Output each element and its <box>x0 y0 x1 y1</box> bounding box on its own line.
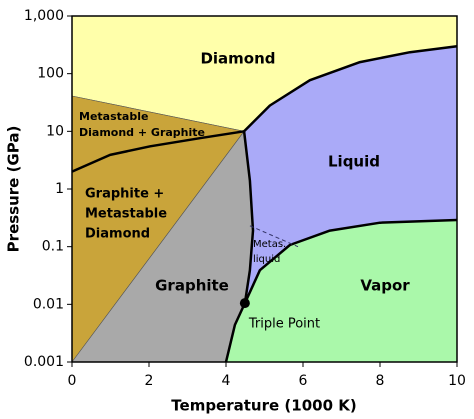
y-tick-label: 0.01 <box>33 296 64 312</box>
triple-point <box>239 298 250 309</box>
phase-boundary <box>71 130 245 173</box>
y-axis-label: Pressure (GPa) <box>5 126 23 253</box>
y-tick-label: 0.1 <box>42 239 64 255</box>
x-tick-label: 4 <box>222 373 231 389</box>
phase-boundary <box>243 218 458 304</box>
region-label: Diamond + Graphite <box>79 126 205 139</box>
region-label: Graphite + <box>85 187 164 202</box>
x-tick-label: 10 <box>448 373 466 389</box>
annotation: Metas. <box>253 239 286 250</box>
region-label: Liquid <box>328 153 380 171</box>
region-label: Vapor <box>360 277 410 295</box>
region-label: Diamond <box>200 50 275 68</box>
point-label: Triple Point <box>248 317 320 332</box>
y-tick-label: 0.001 <box>24 354 64 370</box>
x-tick-label: 6 <box>299 373 308 389</box>
x-tick-label: 2 <box>145 373 154 389</box>
phase-boundary <box>224 302 247 363</box>
region-label: Graphite <box>155 277 229 295</box>
region-label: Metastable <box>79 110 148 123</box>
y-tick-label: 10 <box>46 123 64 139</box>
phase-boundary <box>242 131 255 304</box>
x-tick-label: 8 <box>376 373 385 389</box>
phase-boundary <box>243 44 458 133</box>
y-tick-label: 1,000 <box>24 8 64 24</box>
y-tick-label: 1 <box>55 181 64 197</box>
phase-boundary <box>249 225 299 248</box>
annotation: liquid <box>253 254 280 265</box>
region-label: Diamond <box>85 227 150 242</box>
y-tick-label: 100 <box>37 66 64 82</box>
x-axis-label: Temperature (1000 K) <box>171 397 356 415</box>
region-label: Metastable <box>85 207 167 222</box>
x-tick-label: 0 <box>68 373 77 389</box>
